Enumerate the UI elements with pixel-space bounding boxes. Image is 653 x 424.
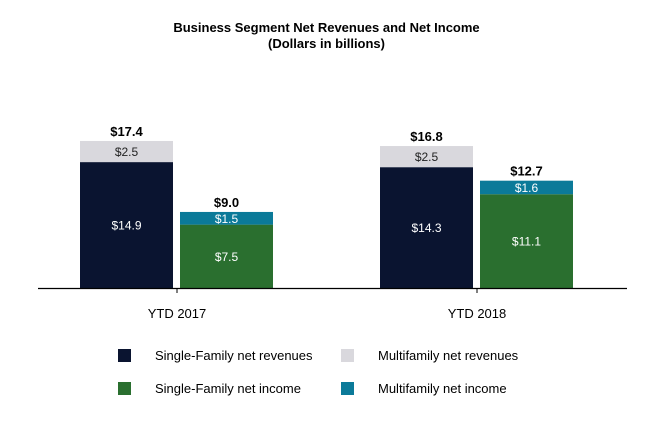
data-label: $7.5 [215, 250, 239, 264]
legend-swatch [341, 349, 354, 362]
data-label: $11.1 [512, 235, 541, 249]
bar-segment [480, 180, 573, 195]
legend-item: Single-Family net revenues [118, 348, 313, 363]
legend-item: Multifamily net income [341, 381, 507, 396]
data-label: $1.6 [515, 181, 539, 195]
total-label: $16.8 [410, 129, 443, 144]
legend-swatch [118, 349, 131, 362]
bar-segment [480, 194, 573, 288]
data-label: $1.5 [215, 212, 239, 226]
bar-segment [380, 167, 473, 288]
chart-title: Business Segment Net Revenues and Net In… [173, 20, 480, 35]
legend-swatch [118, 382, 131, 395]
legend-item: Multifamily net revenues [341, 348, 518, 363]
total-label: $12.7 [510, 164, 543, 179]
data-label: $14.9 [111, 219, 141, 233]
legend-label: Multifamily net income [378, 381, 507, 396]
bar-segment [80, 162, 173, 288]
bar-segment [80, 140, 173, 163]
legend-item: Single-Family net income [118, 381, 301, 396]
data-label: $2.5 [415, 150, 439, 164]
legend-label: Multifamily net revenues [378, 348, 519, 363]
legend-label: Single-Family net revenues [155, 348, 313, 363]
x-tick-label: YTD 2018 [448, 306, 507, 321]
total-label: $17.4 [110, 124, 143, 139]
bar-segment [180, 211, 273, 225]
chart-subtitle: (Dollars in billions) [267, 36, 385, 51]
data-label: $14.3 [411, 221, 441, 235]
legend-label: Single-Family net income [155, 381, 301, 396]
legend-swatch [341, 382, 354, 395]
total-label: $9.0 [214, 195, 239, 210]
data-label: $2.5 [115, 145, 139, 159]
bar-segment [380, 146, 473, 168]
x-tick-label: YTD 2017 [148, 306, 207, 321]
bar-segment [180, 224, 273, 288]
